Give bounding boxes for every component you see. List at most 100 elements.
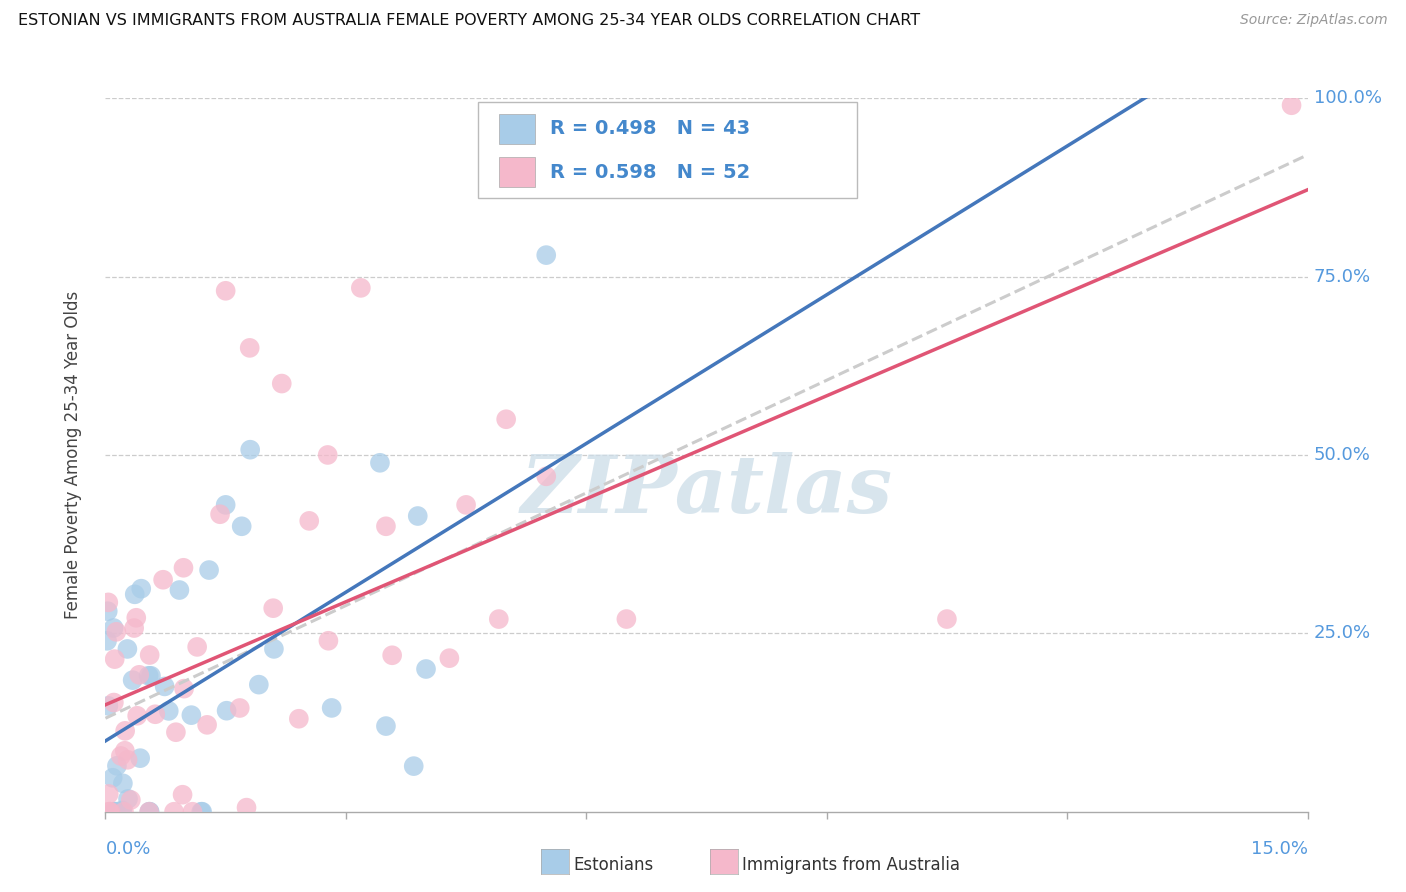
Text: ZIPatlas: ZIPatlas bbox=[520, 452, 893, 529]
Point bbox=[229, 701, 252, 715]
Text: R = 0.598   N = 52: R = 0.598 N = 52 bbox=[550, 163, 751, 182]
Point bbox=[381, 648, 404, 663]
Text: 0.0%: 0.0% bbox=[105, 840, 150, 858]
Point bbox=[247, 678, 270, 692]
Point bbox=[165, 725, 187, 739]
Point bbox=[125, 611, 148, 625]
Point bbox=[1281, 98, 1303, 112]
Point bbox=[374, 519, 396, 533]
Point bbox=[104, 805, 127, 819]
Point bbox=[103, 621, 125, 635]
Text: 50.0%: 50.0% bbox=[1313, 446, 1371, 464]
Text: Source: ZipAtlas.com: Source: ZipAtlas.com bbox=[1240, 13, 1388, 28]
Point bbox=[98, 805, 121, 819]
Point bbox=[96, 633, 118, 648]
Point bbox=[235, 800, 257, 814]
Point bbox=[105, 759, 128, 773]
Point bbox=[104, 652, 127, 666]
Point bbox=[97, 604, 120, 618]
Point bbox=[195, 718, 218, 732]
Text: ESTONIAN VS IMMIGRANTS FROM AUSTRALIA FEMALE POVERTY AMONG 25-34 YEAR OLDS CORRE: ESTONIAN VS IMMIGRANTS FROM AUSTRALIA FE… bbox=[18, 13, 921, 29]
Point bbox=[374, 719, 396, 733]
Point bbox=[138, 669, 160, 683]
Point bbox=[121, 673, 143, 688]
Point bbox=[316, 448, 339, 462]
Point bbox=[117, 753, 139, 767]
Point bbox=[97, 595, 120, 609]
Point bbox=[104, 805, 127, 819]
Point bbox=[103, 805, 125, 819]
Point bbox=[163, 805, 186, 819]
Point bbox=[488, 612, 510, 626]
Point bbox=[173, 681, 195, 696]
Point bbox=[153, 680, 176, 694]
Point bbox=[402, 759, 425, 773]
Point bbox=[288, 712, 311, 726]
Point bbox=[415, 662, 437, 676]
Point bbox=[122, 621, 145, 635]
Point bbox=[111, 804, 134, 818]
Point bbox=[105, 805, 128, 819]
Point bbox=[114, 744, 136, 758]
Point bbox=[138, 805, 160, 819]
Point bbox=[138, 805, 160, 819]
Point bbox=[215, 704, 238, 718]
Point bbox=[456, 498, 478, 512]
Point bbox=[157, 704, 180, 718]
Text: R = 0.498   N = 43: R = 0.498 N = 43 bbox=[550, 120, 751, 138]
Point bbox=[138, 805, 160, 819]
Point bbox=[111, 805, 134, 819]
Point bbox=[209, 507, 232, 521]
Point bbox=[117, 792, 139, 806]
Point bbox=[181, 805, 204, 819]
Point bbox=[214, 498, 236, 512]
Point bbox=[112, 805, 135, 819]
Y-axis label: Female Poverty Among 25-34 Year Olds: Female Poverty Among 25-34 Year Olds bbox=[63, 291, 82, 619]
Point bbox=[534, 469, 557, 483]
Point bbox=[143, 707, 166, 722]
Point bbox=[406, 508, 429, 523]
Point bbox=[98, 805, 121, 819]
Point bbox=[172, 788, 194, 802]
Text: 15.0%: 15.0% bbox=[1250, 840, 1308, 858]
Point bbox=[180, 708, 202, 723]
Point bbox=[169, 582, 191, 597]
Point bbox=[298, 514, 321, 528]
Text: 100.0%: 100.0% bbox=[1313, 89, 1382, 107]
Bar bbox=[499, 113, 534, 144]
Point bbox=[127, 708, 149, 723]
FancyBboxPatch shape bbox=[478, 102, 856, 198]
Point bbox=[100, 805, 122, 819]
Text: 25.0%: 25.0% bbox=[1313, 624, 1371, 642]
Point bbox=[103, 696, 125, 710]
Point bbox=[97, 698, 120, 713]
Point bbox=[186, 640, 208, 654]
Point bbox=[191, 805, 214, 819]
Point bbox=[239, 341, 262, 355]
Point bbox=[120, 793, 142, 807]
Point bbox=[105, 624, 128, 639]
Point bbox=[318, 633, 340, 648]
Point bbox=[117, 642, 139, 657]
Point bbox=[114, 723, 136, 738]
Point bbox=[97, 787, 120, 801]
Point bbox=[138, 648, 160, 662]
Point bbox=[534, 248, 557, 262]
Point bbox=[172, 561, 194, 575]
Point bbox=[368, 456, 391, 470]
Point bbox=[111, 776, 134, 790]
Bar bbox=[499, 157, 534, 187]
Point bbox=[101, 771, 124, 785]
Point bbox=[495, 412, 517, 426]
Point bbox=[128, 668, 150, 682]
Text: Estonians: Estonians bbox=[574, 856, 654, 874]
Point bbox=[263, 641, 285, 656]
Point bbox=[190, 805, 212, 819]
Point bbox=[129, 751, 152, 765]
Point bbox=[152, 573, 174, 587]
Point bbox=[239, 442, 262, 457]
Point bbox=[139, 669, 162, 683]
Point bbox=[110, 749, 132, 764]
Point bbox=[321, 701, 343, 715]
Point bbox=[198, 563, 221, 577]
